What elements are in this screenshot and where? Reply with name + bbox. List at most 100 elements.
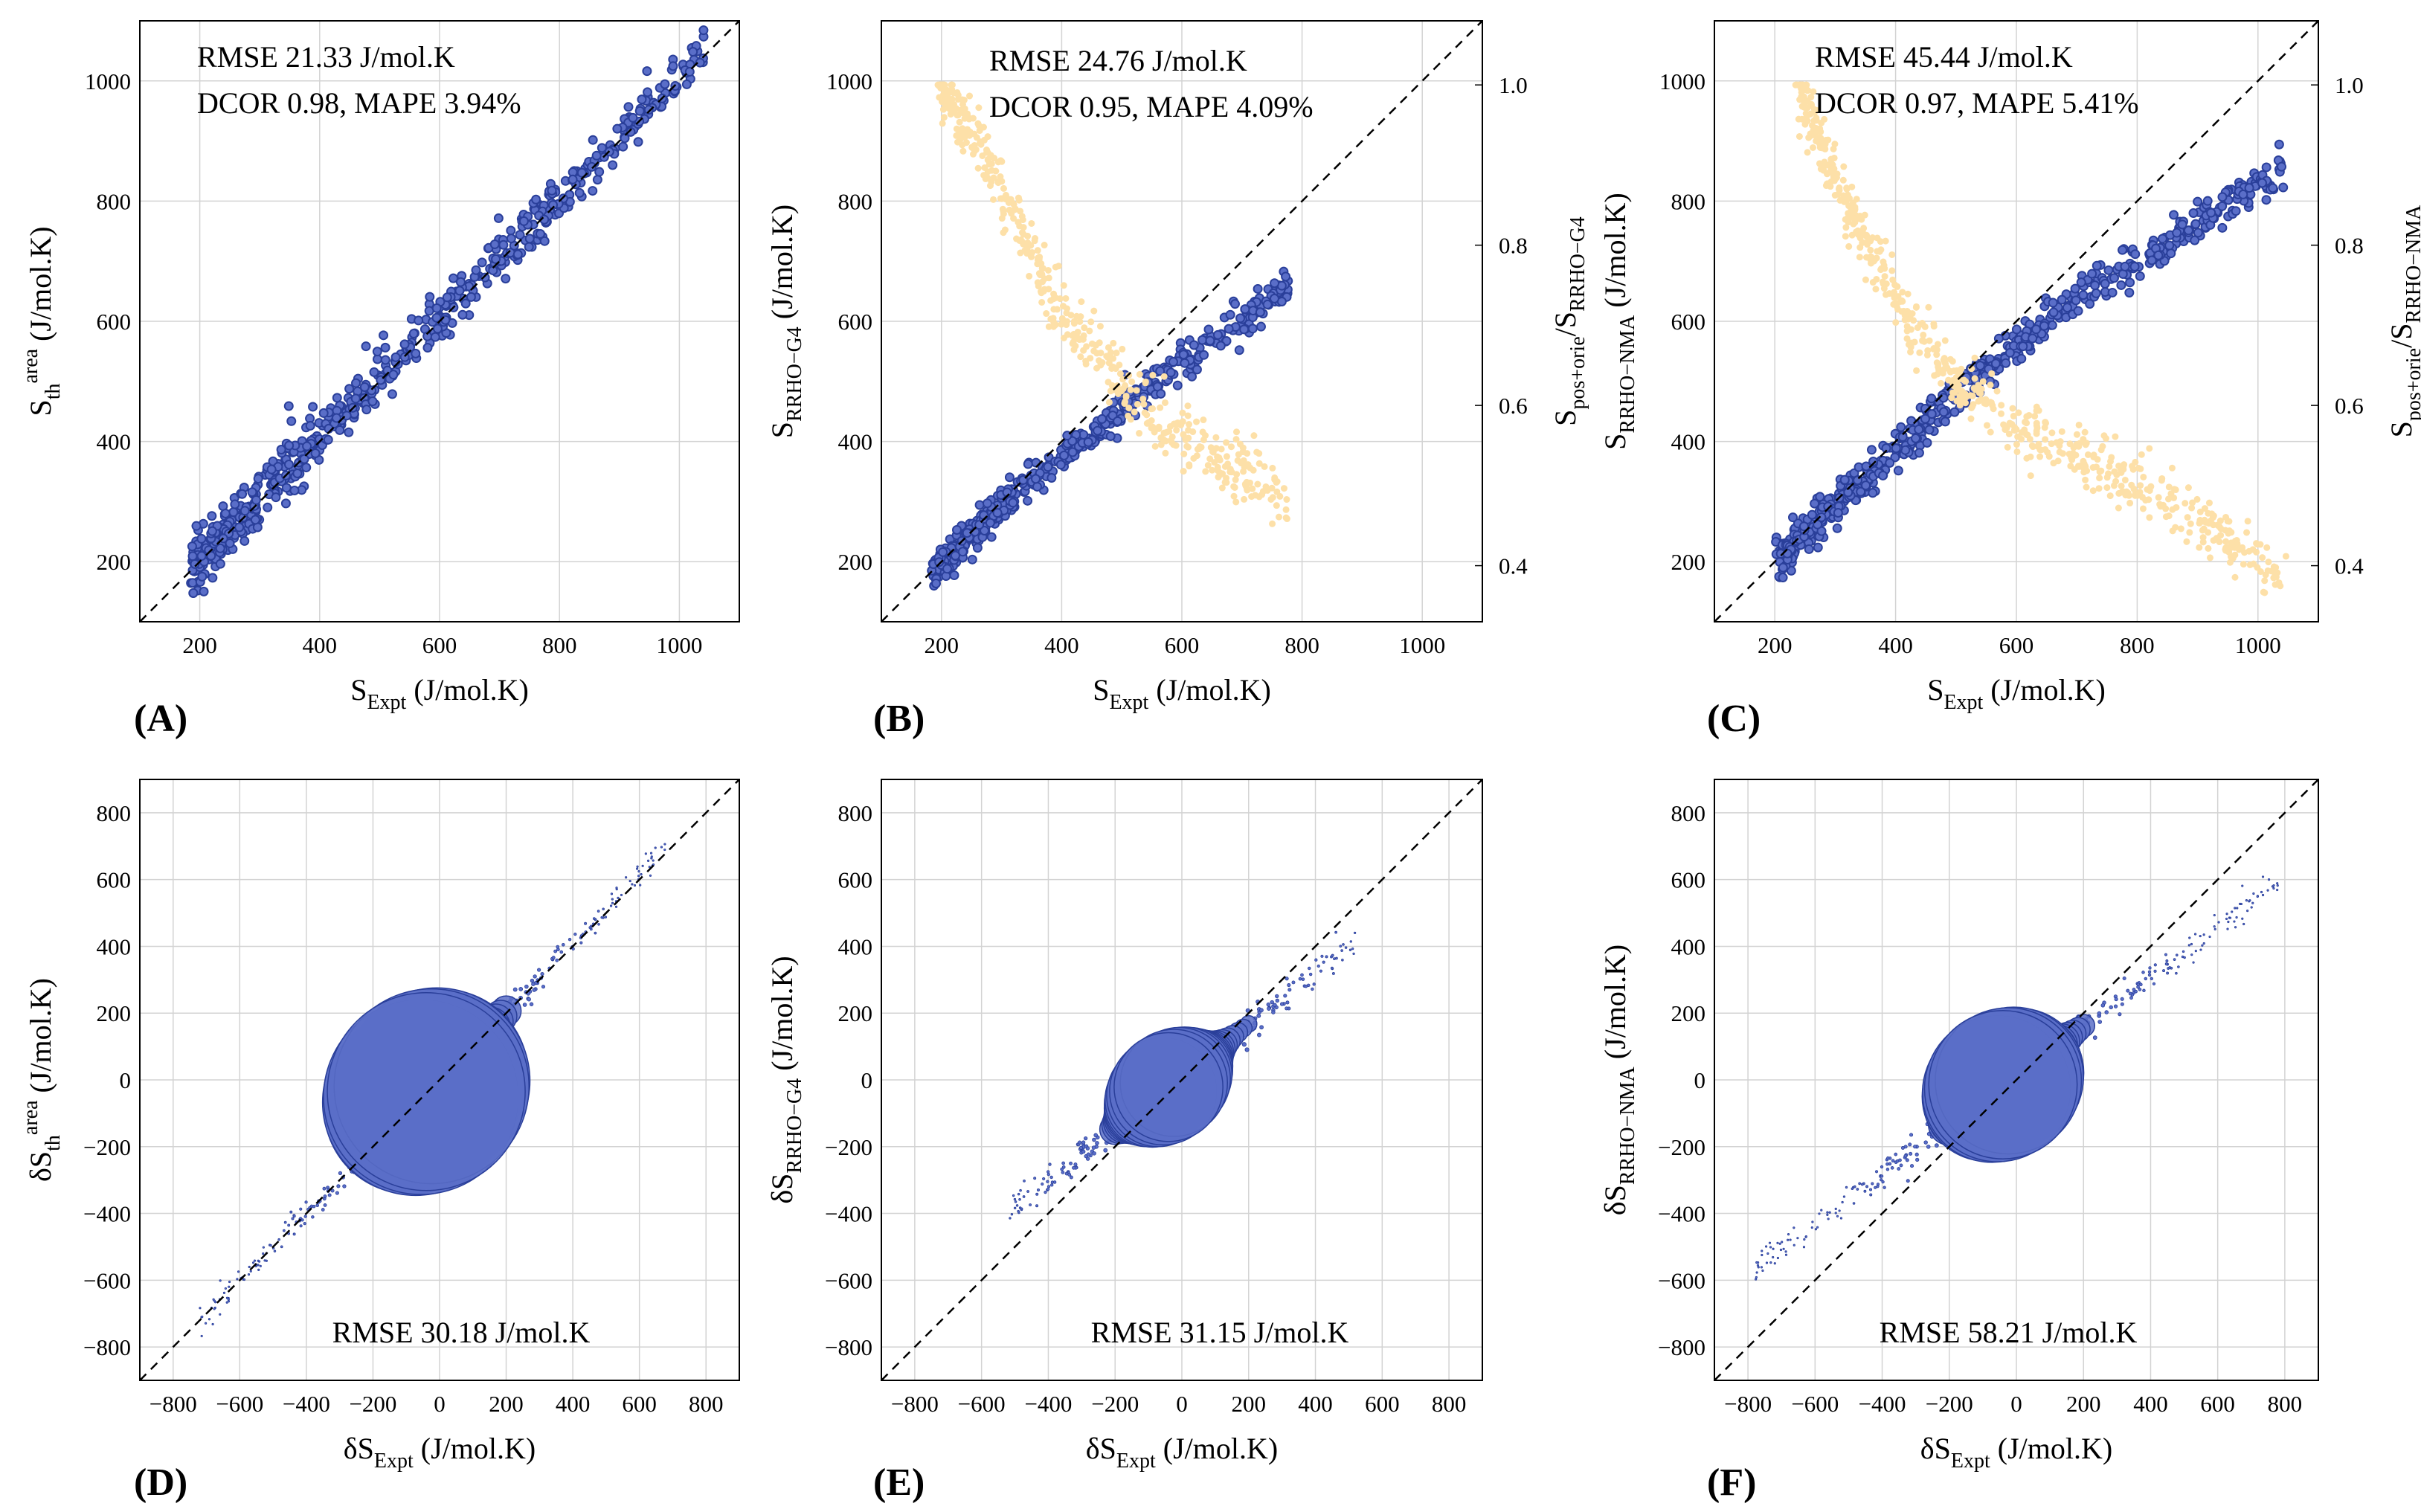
ratio-point: [1894, 293, 1902, 300]
data-point: [1810, 1226, 1813, 1229]
data-point: [631, 883, 634, 886]
ratio-point: [2210, 537, 2217, 544]
data-point: [1869, 1193, 1873, 1197]
ratio-point: [1050, 306, 1058, 313]
data-point: [308, 402, 318, 412]
data-point: [1782, 1247, 1785, 1250]
data-point: [2225, 913, 2228, 916]
data-point: [2120, 997, 2124, 1001]
data-point: [1172, 380, 1183, 390]
data-point: [1009, 1217, 1012, 1220]
data-point: [2134, 989, 2138, 994]
data-point: [292, 468, 303, 478]
data-point: [1255, 321, 1266, 332]
ratio-point: [1255, 450, 1263, 457]
x-tick-label: 400: [303, 632, 338, 658]
x-tick-label: 0: [2010, 1391, 2022, 1417]
data-point: [1897, 1167, 1901, 1171]
data-point: [1895, 1159, 1900, 1163]
x-tick-label: 400: [1044, 632, 1079, 658]
data-point: [623, 102, 634, 112]
ratio-point: [1226, 466, 1234, 473]
plot-frame: [139, 779, 740, 1381]
y-tick-label: −200: [83, 1134, 131, 1160]
ratio-point: [1034, 247, 1041, 254]
data-point: [187, 578, 198, 588]
ratio-point: [1035, 255, 1043, 263]
annotation-text: DCOR 0.98, MAPE 3.94%: [197, 86, 521, 120]
ratio-point: [1254, 480, 1261, 488]
data-point: [2192, 961, 2195, 964]
ratio-point: [1894, 283, 1901, 290]
ratio-point: [1907, 348, 1914, 356]
data-point: [213, 1307, 216, 1310]
data-point: [1046, 1187, 1050, 1191]
ratio-point: [1067, 312, 1075, 319]
ratio-point: [1136, 370, 1143, 378]
ratio-point: [2073, 441, 2080, 448]
x-axis-label-main: S: [1093, 673, 1109, 707]
y-tick-label: 200: [1671, 549, 1706, 575]
data-point: [1244, 1047, 1250, 1052]
data-point: [219, 1313, 222, 1316]
data-point: [1069, 1175, 1073, 1180]
data-point: [1081, 1140, 1086, 1145]
x-tick-label: −200: [1926, 1391, 1973, 1417]
data-point: [227, 1298, 230, 1301]
ratio-point: [1015, 194, 1022, 202]
data-point: [2272, 884, 2275, 887]
data-point: [2122, 976, 2126, 980]
ratio-point: [1086, 327, 1093, 335]
data-point: [2188, 936, 2191, 939]
ratio-point: [1103, 353, 1110, 360]
data-point: [1256, 1013, 1261, 1018]
y-tick-label: −200: [1658, 1134, 1705, 1160]
ratio-point: [1032, 235, 1039, 242]
data-point: [652, 859, 655, 862]
ratio-point: [1909, 310, 1916, 318]
data-point: [318, 408, 329, 418]
data-point: [1894, 1152, 1898, 1156]
data-point: [1285, 1006, 1289, 1011]
data-point: [2261, 162, 2272, 173]
ratio-point: [2013, 441, 2020, 448]
data-point: [1861, 461, 1871, 472]
data-point: [411, 348, 421, 358]
data-point: [640, 873, 643, 876]
ratio-point: [1835, 185, 1842, 193]
ratio-point: [2111, 468, 2118, 475]
ratio-point: [2122, 492, 2129, 499]
data-point: [642, 66, 652, 77]
ratio-point: [997, 173, 1004, 181]
data-point: [257, 1268, 260, 1272]
data-point: [1856, 486, 1866, 497]
ratio-point: [2048, 440, 2055, 448]
data-point: [196, 551, 207, 562]
ratio-point: [2205, 499, 2213, 506]
series-main: [1009, 930, 1357, 1220]
data-point: [2208, 935, 2211, 939]
ratio-point: [2172, 486, 2179, 494]
ratio-point: [1052, 263, 1059, 271]
ratio-point: [1282, 506, 1290, 513]
data-point: [2164, 962, 2168, 966]
series-main: [1755, 875, 2279, 1281]
data-point: [323, 1194, 327, 1198]
data-point: [1852, 1202, 1856, 1205]
data-point: [1834, 1207, 1837, 1210]
data-point: [1055, 460, 1066, 470]
data-point: [2181, 955, 2184, 959]
data-point: [327, 1193, 332, 1197]
data-point: [594, 931, 597, 935]
data-point: [529, 1002, 534, 1006]
ratio-point: [1933, 351, 1941, 358]
data-point: [1035, 1204, 1039, 1208]
data-point: [262, 1246, 265, 1249]
y-axis-label: SRRHO−G4 (J/mol.K): [765, 205, 806, 439]
data-point: [1832, 523, 1842, 533]
data-point: [531, 982, 536, 986]
data-point: [1312, 982, 1316, 986]
ratio-point: [1817, 165, 1824, 173]
data-point: [1046, 1185, 1051, 1188]
